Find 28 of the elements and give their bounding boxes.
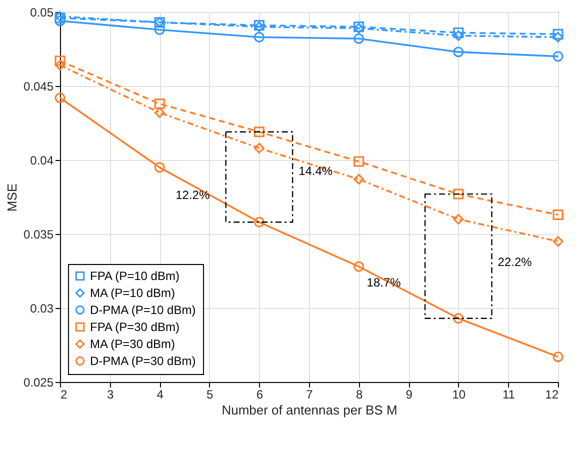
legend-label: FPA (P=10 dBm) [90,269,180,283]
x-tick-label: 6 [256,388,264,402]
legend-label: MA (P=30 dBm) [90,337,176,351]
x-tick-label: 5 [206,388,214,402]
y-tick-label: 0.03 [30,302,54,316]
annotation: 12.2% [176,188,210,202]
x-tick-label: 7 [306,388,314,402]
annotation: 22.2% [498,255,532,270]
legend-label: MA (P=10 dBm) [90,286,176,300]
x-axis-title: Number of antennas per BS M [222,402,398,418]
x-tick-label: 2 [60,388,68,402]
x-tick-label: 4 [156,388,164,402]
x-tick-label: 10 [452,388,466,402]
x-tick-label: 11 [502,388,516,402]
legend-label: D-PMA (P=10 dBm) [90,303,196,317]
y-tick-label: 0.025 [23,376,54,390]
x-tick-label: 12 [545,388,559,402]
y-tick-label: 0.05 [30,6,54,20]
x-tick-label: 3 [106,388,114,402]
x-tick-label: 9 [406,388,413,402]
legend-label: D-PMA (P=30 dBm) [90,354,196,368]
annotation: 14.4% [298,164,333,178]
y-tick-label: 0.035 [23,228,54,242]
legend-label: FPA (P=30 dBm) [90,320,180,334]
y-axis-title: MSE [4,183,20,212]
y-tick-label: 0.045 [23,80,54,94]
y-tick-label: 0.04 [30,154,54,168]
x-tick-label: 8 [356,388,363,402]
